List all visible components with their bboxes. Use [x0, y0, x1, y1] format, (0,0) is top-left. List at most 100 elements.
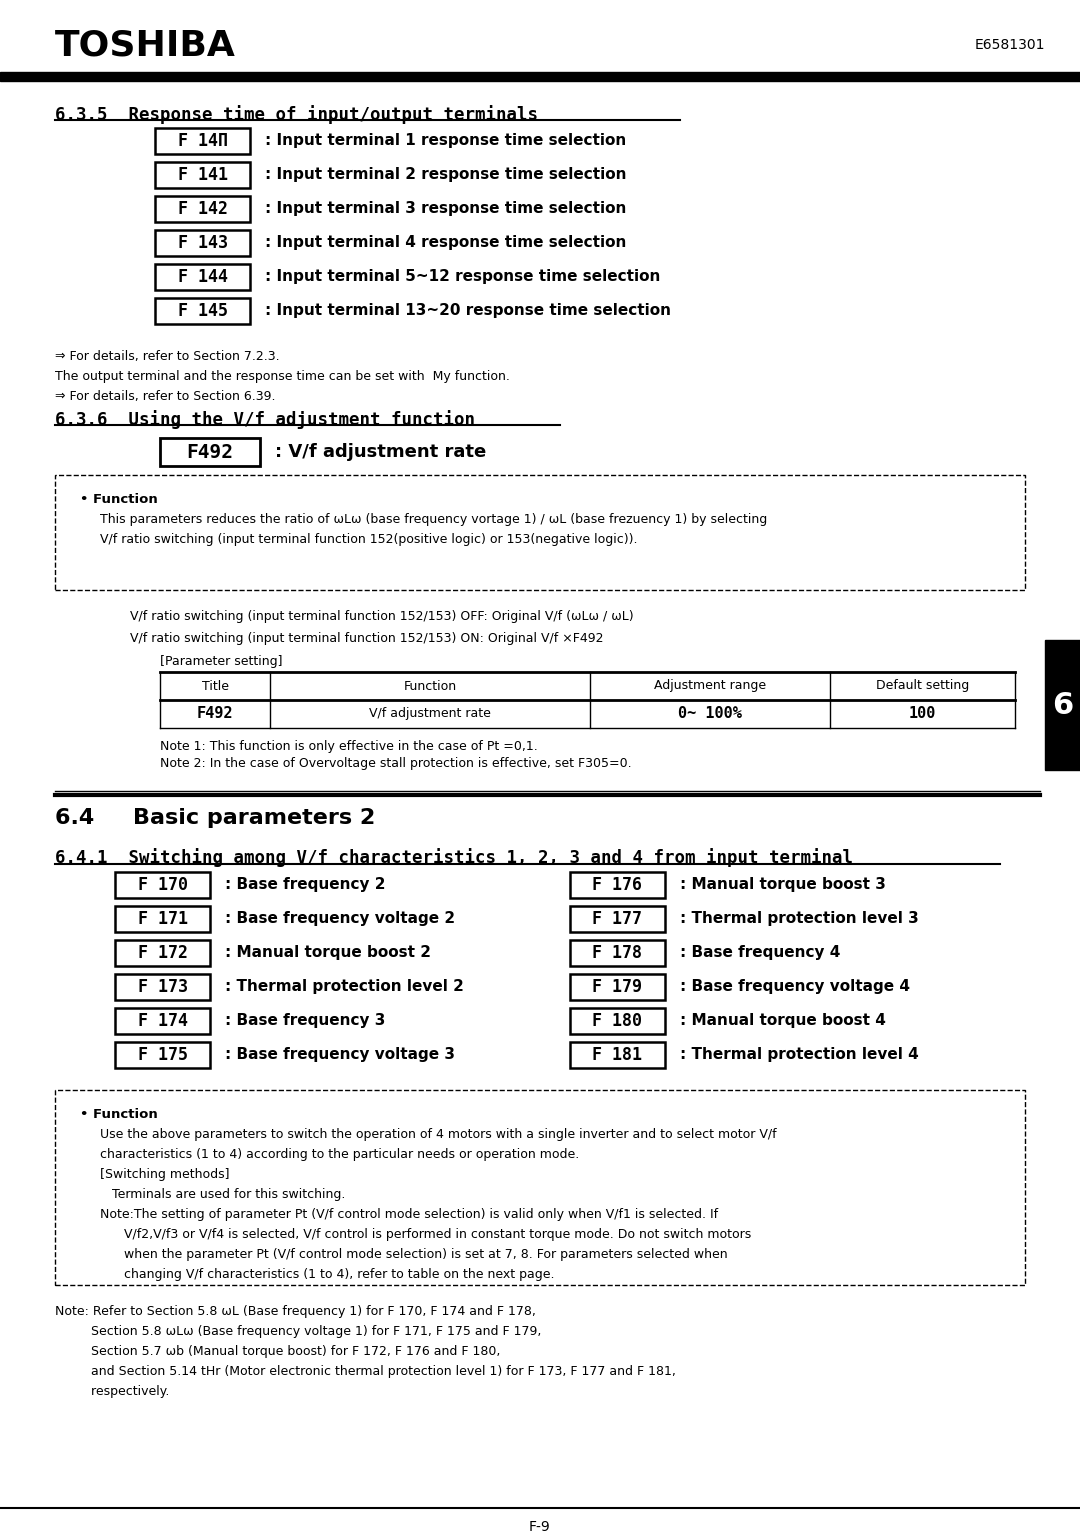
Bar — [114, 872, 210, 898]
Text: Function: Function — [404, 680, 457, 692]
Text: The output terminal and the response time can be set with  My function.: The output terminal and the response tim… — [55, 371, 510, 383]
Bar — [156, 230, 249, 256]
Text: F492: F492 — [197, 706, 233, 722]
Bar — [114, 974, 210, 1000]
Text: F492: F492 — [187, 443, 233, 461]
Text: respectively.: respectively. — [55, 1385, 170, 1399]
Bar — [114, 941, 210, 967]
Bar — [114, 1008, 210, 1034]
Bar — [570, 1008, 665, 1034]
Text: Title: Title — [202, 680, 229, 692]
Text: 6: 6 — [1052, 691, 1074, 720]
Bar — [1045, 640, 1080, 771]
Text: : Base frequency 4: : Base frequency 4 — [680, 945, 840, 961]
Text: : Manual torque boost 3: : Manual torque boost 3 — [680, 878, 886, 893]
Text: Note:The setting of parameter Pt (V/f control mode selection) is valid only when: Note:The setting of parameter Pt (V/f co… — [100, 1209, 718, 1221]
Text: • Function: • Function — [80, 493, 158, 506]
Text: : Base frequency voltage 2: : Base frequency voltage 2 — [225, 912, 455, 927]
Text: • Function: • Function — [80, 1108, 158, 1121]
Text: F 177: F 177 — [593, 910, 643, 928]
Text: : V/f adjustment rate: : V/f adjustment rate — [275, 443, 486, 461]
Text: ⇒ For details, refer to Section 7.2.3.: ⇒ For details, refer to Section 7.2.3. — [55, 349, 280, 363]
Text: changing V/f characteristics (1 to 4), refer to table on the next page.: changing V/f characteristics (1 to 4), r… — [100, 1268, 554, 1281]
Bar — [570, 974, 665, 1000]
Text: F 180: F 180 — [593, 1013, 643, 1030]
Text: Section 5.8 ωLω (Base frequency voltage 1) for F 171, F 175 and F 179,: Section 5.8 ωLω (Base frequency voltage … — [55, 1325, 541, 1337]
Text: 6.4.1  Switching among V/f characteristics 1, 2, 3 and 4 from input terminal: 6.4.1 Switching among V/f characteristic… — [55, 849, 853, 867]
Text: V/f2,V/f3 or V/f4 is selected, V/f control is performed in constant torque mode.: V/f2,V/f3 or V/f4 is selected, V/f contr… — [100, 1229, 752, 1241]
Text: : Input terminal 1 response time selection: : Input terminal 1 response time selecti… — [265, 133, 626, 149]
Text: : Manual torque boost 4: : Manual torque boost 4 — [680, 1014, 886, 1028]
Text: [Switching methods]: [Switching methods] — [100, 1167, 229, 1181]
Text: Default setting: Default setting — [876, 680, 969, 692]
Text: 6.3.6  Using the V/f adjustment function: 6.3.6 Using the V/f adjustment function — [55, 411, 475, 429]
Text: 100: 100 — [908, 706, 936, 722]
Bar — [570, 872, 665, 898]
Bar — [114, 1042, 210, 1068]
Bar — [570, 905, 665, 931]
Bar — [0, 72, 1080, 81]
Bar — [160, 700, 1015, 728]
Bar — [55, 1089, 1025, 1285]
Text: V/f adjustment rate: V/f adjustment rate — [369, 708, 491, 720]
Text: : Thermal protection level 2: : Thermal protection level 2 — [225, 979, 464, 994]
Text: F 181: F 181 — [593, 1046, 643, 1065]
Text: F 144: F 144 — [177, 268, 228, 286]
Text: Note: Refer to Section 5.8 ωL (Base frequency 1) for F 170, F 174 and F 178,: Note: Refer to Section 5.8 ωL (Base freq… — [55, 1305, 536, 1318]
Text: Use the above parameters to switch the operation of 4 motors with a single inver: Use the above parameters to switch the o… — [100, 1128, 777, 1141]
Text: This parameters reduces the ratio of ωLω (base frequency vortage 1) / ωL (base f: This parameters reduces the ratio of ωLω… — [100, 513, 767, 525]
Text: Adjustment range: Adjustment range — [653, 680, 766, 692]
Text: F 179: F 179 — [593, 977, 643, 996]
Text: ⇒ For details, refer to Section 6.39.: ⇒ For details, refer to Section 6.39. — [55, 391, 275, 403]
Text: F 145: F 145 — [177, 302, 228, 320]
Text: characteristics (1 to 4) according to the particular needs or operation mode.: characteristics (1 to 4) according to th… — [100, 1147, 579, 1161]
Text: V/f ratio switching (input terminal function 152(positive logic) or 153(negative: V/f ratio switching (input terminal func… — [100, 533, 637, 545]
Bar — [156, 196, 249, 222]
Text: F 176: F 176 — [593, 876, 643, 895]
Text: : Manual torque boost 2: : Manual torque boost 2 — [225, 945, 431, 961]
Bar — [570, 1042, 665, 1068]
Text: F-9: F-9 — [529, 1520, 551, 1532]
Text: F 174: F 174 — [137, 1013, 188, 1030]
Text: : Base frequency 2: : Base frequency 2 — [225, 878, 386, 893]
Text: 6.3.5  Response time of input/output terminals: 6.3.5 Response time of input/output term… — [55, 106, 538, 124]
Text: Section 5.7 ωb (Manual torque boost) for F 172, F 176 and F 180,: Section 5.7 ωb (Manual torque boost) for… — [55, 1345, 500, 1357]
Text: : Base frequency 3: : Base frequency 3 — [225, 1014, 386, 1028]
Text: E6581301: E6581301 — [974, 38, 1045, 52]
Text: Note 2: In the case of Overvoltage stall protection is effective, set F305=0.: Note 2: In the case of Overvoltage stall… — [160, 757, 632, 771]
Bar — [156, 129, 249, 155]
Text: : Base frequency voltage 4: : Base frequency voltage 4 — [680, 979, 910, 994]
Text: : Thermal protection level 4: : Thermal protection level 4 — [680, 1048, 919, 1063]
Text: 6.4     Basic parameters 2: 6.4 Basic parameters 2 — [55, 807, 375, 827]
Bar — [156, 299, 249, 323]
Text: V/f ratio switching (input terminal function 152/153) OFF: Original V/f (ωLω / ω: V/f ratio switching (input terminal func… — [130, 610, 634, 624]
Bar — [160, 673, 1015, 700]
Text: : Input terminal 2 response time selection: : Input terminal 2 response time selecti… — [265, 167, 626, 182]
Text: : Base frequency voltage 3: : Base frequency voltage 3 — [225, 1048, 455, 1063]
Text: F 173: F 173 — [137, 977, 188, 996]
Bar — [156, 162, 249, 188]
Text: F 178: F 178 — [593, 944, 643, 962]
Text: TOSHIBA: TOSHIBA — [55, 28, 235, 61]
Bar — [160, 438, 260, 466]
Text: F 141: F 141 — [177, 165, 228, 184]
Text: [Parameter setting]: [Parameter setting] — [160, 656, 283, 668]
Text: F 171: F 171 — [137, 910, 188, 928]
Text: : Input terminal 3 response time selection: : Input terminal 3 response time selecti… — [265, 202, 626, 216]
Bar — [114, 905, 210, 931]
Text: Terminals are used for this switching.: Terminals are used for this switching. — [100, 1187, 346, 1201]
Text: V/f ratio switching (input terminal function 152/153) ON: Original V/f ×F492: V/f ratio switching (input terminal func… — [130, 633, 604, 645]
Text: F 14Π: F 14Π — [177, 132, 228, 150]
Text: Note 1: This function is only effective in the case of Pt =0,1.: Note 1: This function is only effective … — [160, 740, 538, 754]
Text: : Thermal protection level 3: : Thermal protection level 3 — [680, 912, 919, 927]
Text: when the parameter Pt (V/f control mode selection) is set at 7, 8. For parameter: when the parameter Pt (V/f control mode … — [100, 1249, 728, 1261]
Bar — [55, 475, 1025, 590]
Bar — [570, 941, 665, 967]
Text: : Input terminal 5~12 response time selection: : Input terminal 5~12 response time sele… — [265, 270, 660, 285]
Bar — [156, 264, 249, 290]
Text: F 172: F 172 — [137, 944, 188, 962]
Text: and Section 5.14 tHr (Motor electronic thermal protection level 1) for F 173, F : and Section 5.14 tHr (Motor electronic t… — [55, 1365, 676, 1377]
Text: F 143: F 143 — [177, 234, 228, 251]
Text: F 142: F 142 — [177, 201, 228, 218]
Text: 0~ 100%: 0~ 100% — [678, 706, 742, 722]
